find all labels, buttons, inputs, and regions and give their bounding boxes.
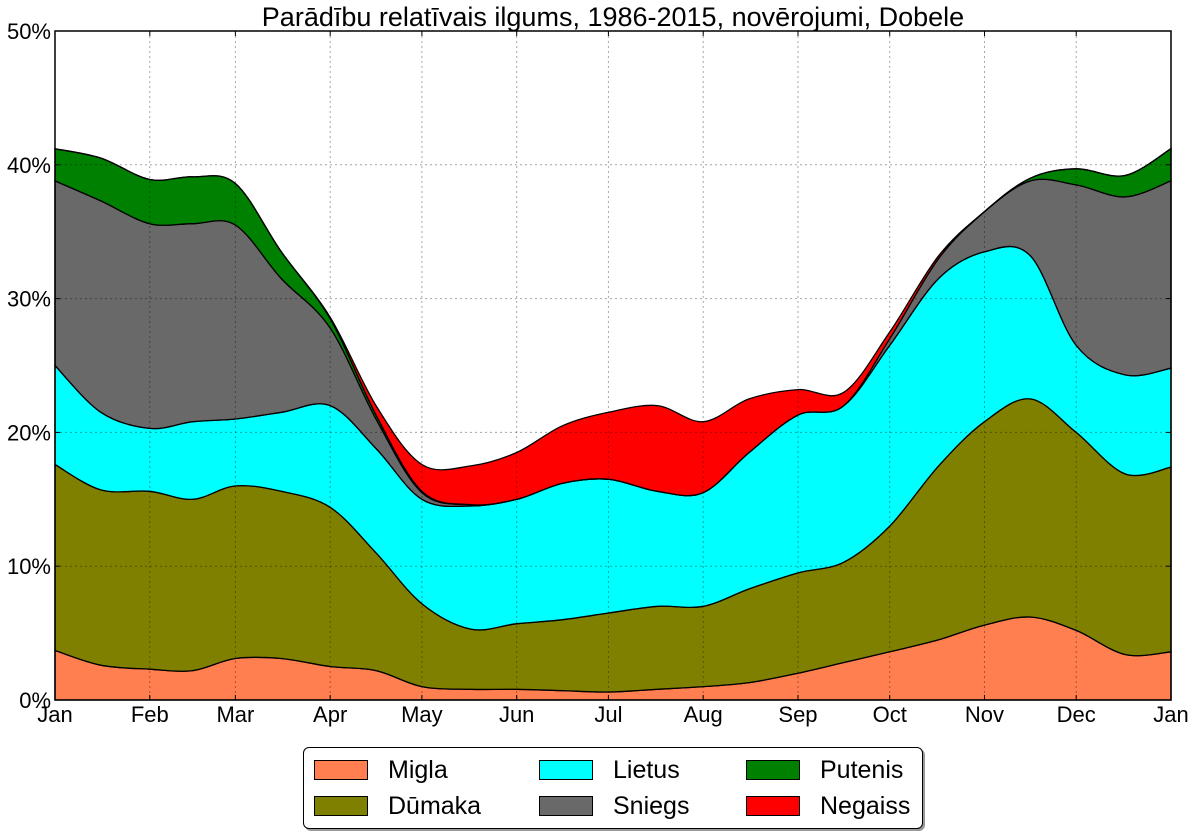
x-tick-label: Feb bbox=[131, 702, 169, 727]
area-negaiss bbox=[54, 147, 1172, 506]
legend: Migla Dūmaka Lietus Sniegs Putenis Negai… bbox=[303, 747, 923, 829]
tick-marks bbox=[54, 30, 1172, 701]
x-tick-label: Nov bbox=[965, 702, 1004, 727]
legend-swatch-dumaka bbox=[314, 796, 368, 816]
stacked-areas bbox=[54, 147, 1172, 701]
legend-item-dumaka: Dūmaka bbox=[314, 791, 481, 821]
y-axis-labels: 0% 10% 20% 30% 40% 50% bbox=[7, 19, 51, 713]
x-axis-labels: Jan Feb Mar Apr May Jun Jul Aug Sep Oct Nov Dec Jan bbox=[37, 702, 1188, 727]
x-tick-label: Jan bbox=[37, 702, 72, 727]
chart: Parādību relatīvais ilgums, 1986-2015, n… bbox=[7, 2, 1189, 727]
legend-swatch-putenis bbox=[746, 760, 800, 780]
grid-lines bbox=[55, 31, 1171, 700]
x-tick-label: Aug bbox=[684, 702, 723, 727]
x-tick-label: Apr bbox=[313, 702, 347, 727]
x-tick-label: Oct bbox=[873, 702, 907, 727]
legend-label-lietus: Lietus bbox=[613, 755, 680, 784]
legend-item-sniegs: Sniegs bbox=[539, 791, 689, 821]
y-tick-label: 20% bbox=[7, 420, 51, 445]
x-tick-label: Jul bbox=[594, 702, 622, 727]
legend-item-putenis: Putenis bbox=[746, 755, 903, 785]
legend-label-migla: Migla bbox=[388, 755, 448, 784]
legend-item-lietus: Lietus bbox=[539, 755, 680, 785]
legend-swatch-lietus bbox=[539, 760, 593, 780]
legend-swatch-migla bbox=[314, 760, 368, 780]
legend-swatch-negaiss bbox=[746, 796, 800, 816]
y-tick-label: 30% bbox=[7, 287, 51, 312]
x-tick-label: Jan bbox=[1153, 702, 1188, 727]
plot-frame bbox=[54, 30, 1172, 701]
legend-label-putenis: Putenis bbox=[820, 755, 904, 784]
y-tick-label: 0% bbox=[19, 688, 51, 713]
x-tick-label: Sep bbox=[778, 702, 817, 727]
x-tick-label: May bbox=[401, 702, 443, 727]
x-tick-label: Mar bbox=[216, 702, 254, 727]
y-tick-label: 40% bbox=[7, 153, 51, 178]
legend-label-sniegs: Sniegs bbox=[613, 791, 690, 820]
legend-label-dumaka: Dūmaka bbox=[388, 791, 482, 820]
legend-item-negaiss: Negaiss bbox=[746, 791, 910, 821]
y-tick-label: 50% bbox=[7, 19, 51, 44]
chart-title: Parādību relatīvais ilgums, 1986-2015, n… bbox=[262, 2, 964, 32]
legend-label-negaiss: Negaiss bbox=[820, 791, 911, 820]
x-tick-label: Dec bbox=[1057, 702, 1096, 727]
x-tick-label: Jun bbox=[499, 702, 534, 727]
legend-item-migla: Migla bbox=[314, 755, 448, 785]
y-tick-label: 10% bbox=[7, 554, 51, 579]
legend-swatch-sniegs bbox=[539, 796, 593, 816]
